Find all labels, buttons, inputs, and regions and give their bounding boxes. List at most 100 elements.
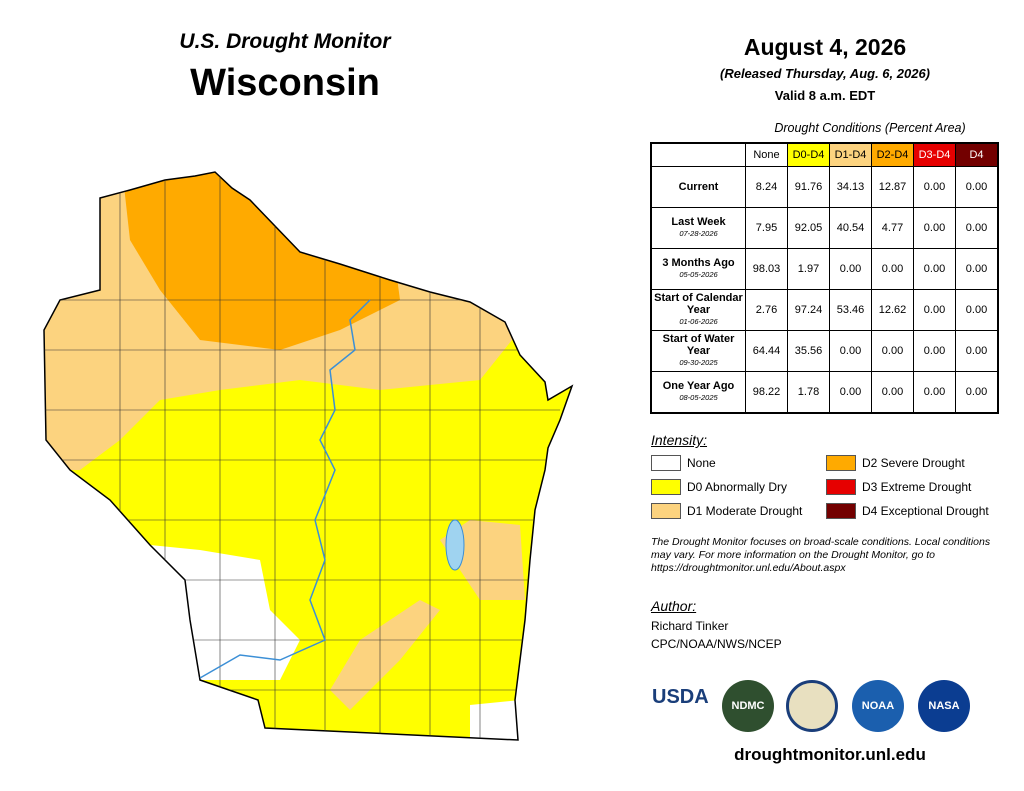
legend-item: D0 Abnormally Dry bbox=[651, 479, 787, 495]
row-label: Start of Water Year 09-30-2025 bbox=[650, 330, 746, 372]
cell-value: 0.00 bbox=[955, 166, 999, 208]
row-title: Start of Calendar Year bbox=[654, 292, 743, 316]
row-date: 05-05-2026 bbox=[679, 270, 718, 279]
legend-swatch bbox=[826, 455, 856, 471]
cell-value: 0.00 bbox=[829, 330, 872, 372]
cell-value: 12.62 bbox=[871, 289, 914, 331]
row-date: 07-28-2026 bbox=[679, 229, 718, 238]
state-outline bbox=[43, 171, 574, 741]
logo-noaa: NOAA bbox=[852, 680, 904, 732]
legend-item: D4 Exceptional Drought bbox=[826, 503, 989, 519]
cell-value: 98.03 bbox=[745, 248, 788, 290]
note: The Drought Monitor focuses on broad-sca… bbox=[651, 536, 991, 574]
website: droughtmonitor.unl.edu bbox=[734, 745, 926, 764]
cell-value: 0.00 bbox=[913, 371, 956, 414]
cell-value: 0.00 bbox=[871, 330, 914, 372]
release-date: (Released Thursday, Aug. 6, 2026) bbox=[720, 66, 930, 81]
table-row: One Year Ago 08-05-2025 98.22 1.78 0.00 0.00 0… bbox=[650, 371, 999, 414]
row-date: 08-05-2025 bbox=[679, 393, 718, 402]
state-name: Wisconsin bbox=[190, 62, 380, 104]
lake bbox=[445, 519, 465, 571]
cell-value: 0.00 bbox=[829, 371, 872, 414]
cell-value: 0.00 bbox=[871, 371, 914, 414]
cell-value: 35.56 bbox=[787, 330, 830, 372]
legend-label: D3 Extreme Drought bbox=[862, 480, 972, 494]
cell-value: 4.77 bbox=[871, 207, 914, 249]
table-row: Last Week 07-28-2026 7.95 92.05 40.54 4.77 0.0… bbox=[650, 207, 999, 249]
column-header: D0-D4 bbox=[787, 142, 830, 167]
legend-swatch bbox=[826, 479, 856, 495]
river bbox=[199, 299, 371, 679]
valid-time: Valid 8 a.m. EDT bbox=[774, 88, 876, 103]
cell-value: 64.44 bbox=[745, 330, 788, 372]
column-header: D1-D4 bbox=[829, 142, 872, 167]
row-title: Start of Water Year bbox=[662, 333, 735, 357]
column-header: None bbox=[745, 142, 788, 167]
legend-label: D4 Exceptional Drought bbox=[862, 504, 989, 518]
column-header: D3-D4 bbox=[913, 142, 956, 167]
map bbox=[43, 171, 574, 741]
author-heading: Author: bbox=[651, 598, 697, 614]
cell-value: 0.00 bbox=[871, 248, 914, 290]
table-row: Start of Calendar Year 01-06-2026 2.76 97.2… bbox=[650, 289, 999, 331]
legend-item: None bbox=[651, 455, 716, 471]
legend-item: D3 Extreme Drought bbox=[826, 479, 971, 495]
cell-value: 0.00 bbox=[913, 330, 956, 372]
cell-value: 0.00 bbox=[955, 289, 999, 331]
cell-value: 0.00 bbox=[913, 166, 956, 208]
legend-item: D2 Severe Drought bbox=[826, 455, 965, 471]
table-row: Start of Water Year 09-30-2025 64.44 35.56 0… bbox=[650, 330, 999, 372]
row-title: 3 Months Ago bbox=[662, 257, 735, 269]
cell-value: 0.00 bbox=[829, 248, 872, 290]
row-title: Current bbox=[678, 181, 719, 193]
logo-nasa: NASA bbox=[918, 680, 970, 732]
cell-value: 7.95 bbox=[745, 207, 788, 249]
cell-value: 8.24 bbox=[745, 166, 788, 208]
column-header: D4 bbox=[955, 142, 999, 167]
conditions-table: None D0-D4 D1-D4 D2-D4 D3-D4 D4 Current 8.24 91.… bbox=[650, 142, 999, 414]
logo-ndmc: NDMC bbox=[722, 680, 774, 732]
legend-label: D2 Severe Drought bbox=[862, 456, 965, 470]
corner bbox=[651, 143, 746, 167]
table-caption: Drought Conditions (Percent Area) bbox=[774, 121, 966, 135]
header-row: None D0-D4 D1-D4 D2-D4 D3-D4 D4 bbox=[651, 142, 999, 167]
cell-value: 0.00 bbox=[913, 207, 956, 249]
table-row: Current 8.24 91.76 34.13 12.87 0.00 0.00 bbox=[650, 166, 999, 208]
legend-item: D1 Moderate Drought bbox=[651, 503, 802, 519]
cell-value: 53.46 bbox=[829, 289, 872, 331]
row-date: 09-30-2025 bbox=[679, 358, 718, 367]
cell-value: 0.00 bbox=[955, 207, 999, 249]
table-row: 3 Months Ago 05-05-2026 98.03 1.97 0.00 0.00 0… bbox=[650, 248, 999, 290]
legend-swatch bbox=[651, 503, 681, 519]
legend-label: D1 Moderate Drought bbox=[687, 504, 803, 518]
cell-value: 97.24 bbox=[787, 289, 830, 331]
row-label: Start of Calendar Year 01-06-2026 bbox=[650, 289, 746, 331]
legend-title: Intensity: bbox=[651, 432, 708, 448]
cell-value: 91.76 bbox=[787, 166, 830, 208]
cell-value: 34.13 bbox=[829, 166, 872, 208]
row-label: Current bbox=[650, 166, 746, 208]
row-title: Last Week bbox=[671, 216, 726, 228]
cell-value: 40.54 bbox=[829, 207, 872, 249]
cell-value: 2.76 bbox=[745, 289, 788, 331]
cell-value: 1.78 bbox=[787, 371, 830, 414]
cell-value: 92.05 bbox=[787, 207, 830, 249]
legend-swatch bbox=[651, 479, 681, 495]
logo-commerce bbox=[786, 680, 838, 732]
row-title: One Year Ago bbox=[662, 380, 735, 392]
row-label: Last Week 07-28-2026 bbox=[650, 207, 746, 249]
cell-value: 0.00 bbox=[913, 248, 956, 290]
cell-value: 1.97 bbox=[787, 248, 830, 290]
legend-swatch bbox=[651, 455, 681, 471]
author-org: CPC/NOAA/NWS/NCEP bbox=[651, 637, 782, 651]
legend-label: None bbox=[687, 456, 716, 470]
title: U.S. Drought Monitor bbox=[179, 30, 391, 53]
map-fill bbox=[44, 172, 572, 740]
author-name: Richard Tinker bbox=[651, 619, 729, 633]
row-date: 01-06-2026 bbox=[679, 317, 718, 326]
cell-value: 0.00 bbox=[955, 330, 999, 372]
legend-label: D0 Abnormally Dry bbox=[687, 480, 788, 494]
cell-value: 12.87 bbox=[871, 166, 914, 208]
cell-value: 0.00 bbox=[955, 248, 999, 290]
cell-value: 0.00 bbox=[913, 289, 956, 331]
